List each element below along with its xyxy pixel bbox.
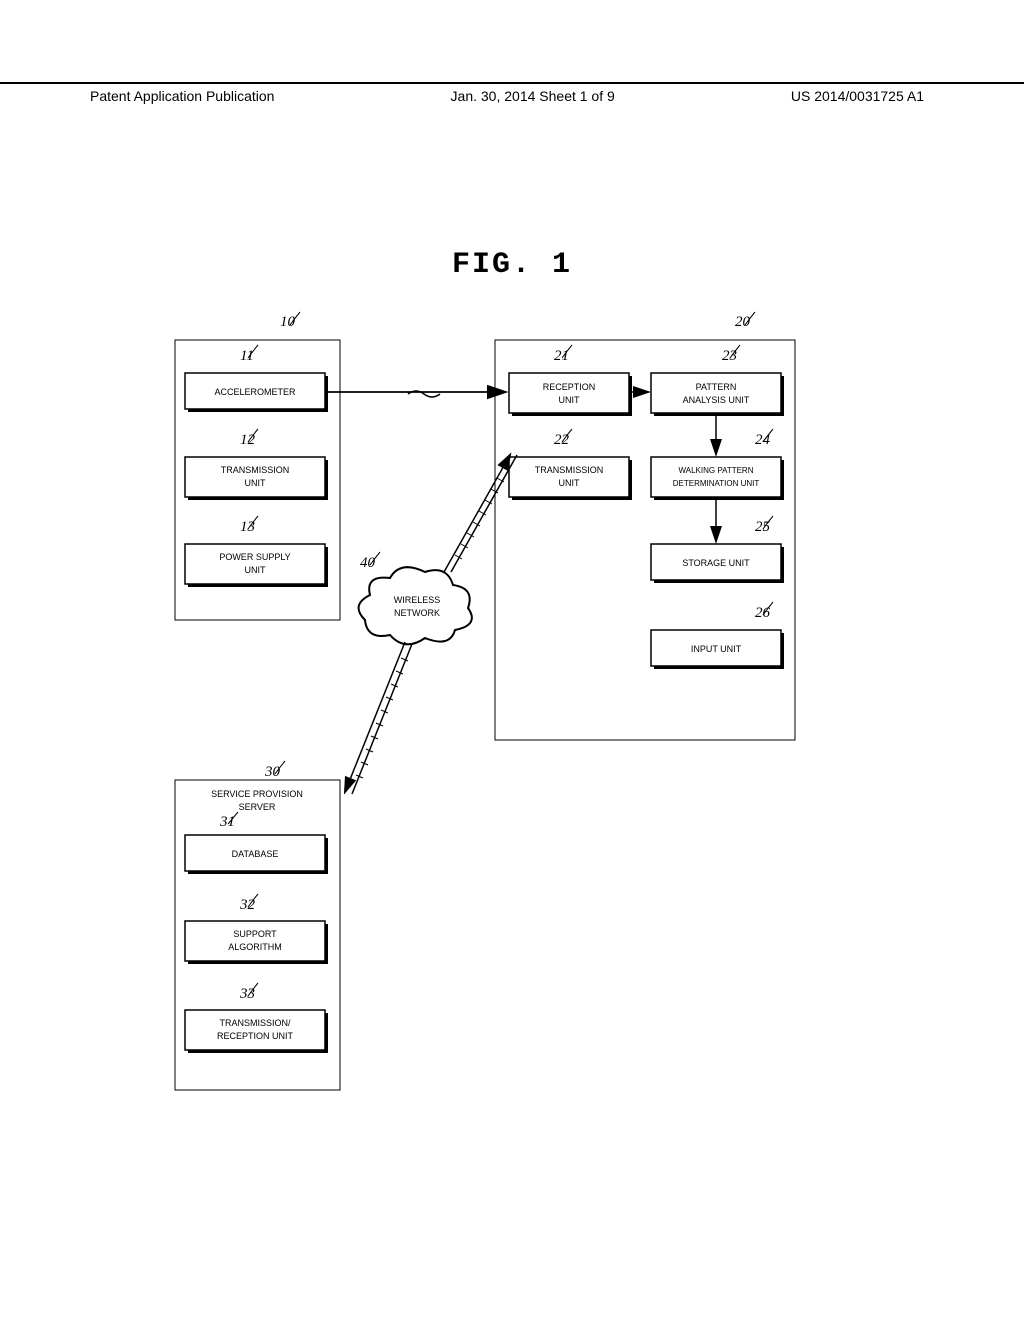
unit-12: TRANSMISSION UNIT 12	[185, 429, 328, 500]
ref-23: 23	[722, 348, 737, 364]
figure-title: FIG. 1	[0, 248, 1024, 282]
link-cloud-30	[345, 642, 412, 794]
unit-32: SUPPORT ALGORITHM 32	[185, 894, 328, 964]
unit-11: ACCELEROMETER 11	[185, 345, 328, 412]
link-cloud-20	[444, 455, 517, 572]
ref-20: 20	[735, 314, 751, 330]
ref-40: 40	[360, 555, 376, 571]
page: Patent Application Publication Jan. 30, …	[0, 0, 1024, 1320]
unit-31: DATABASE 31	[185, 812, 328, 874]
unit-11-label: ACCELEROMETER	[214, 387, 296, 397]
server-title-1: SERVICE PROVISION	[211, 789, 303, 799]
ref-11: 11	[240, 348, 254, 364]
ref-31: 31	[219, 814, 235, 830]
unit-33: TRANSMISSION/ RECEPTION UNIT 33	[185, 983, 328, 1053]
unit-13: POWER SUPPLY UNIT 13	[185, 516, 328, 587]
unit-23-label-2: ANALYSIS UNIT	[683, 395, 750, 405]
page-header: Patent Application Publication Jan. 30, …	[0, 82, 1024, 104]
ref-25: 25	[755, 519, 771, 535]
unit-24: WALKING PATTERN DETERMINATION UNIT 24	[651, 429, 784, 500]
unit-26-label: INPUT UNIT	[691, 644, 742, 654]
cloud-label-2: NETWORK	[394, 608, 440, 618]
unit-31-label: DATABASE	[232, 849, 279, 859]
unit-33-label-2: RECEPTION UNIT	[217, 1031, 294, 1041]
unit-26: INPUT UNIT 26	[651, 602, 784, 669]
ref-21: 21	[554, 348, 569, 364]
unit-33-label-1: TRANSMISSION/	[219, 1018, 291, 1028]
unit-21-label-2: UNIT	[559, 395, 580, 405]
ref-32: 32	[239, 897, 256, 913]
unit-21: RECEPTION UNIT 21	[509, 345, 632, 416]
unit-23: PATTERN ANALYSIS UNIT 23	[651, 345, 784, 416]
unit-25: STORAGE UNIT 25	[651, 516, 784, 583]
ref-33: 33	[239, 986, 255, 1002]
link-11-21	[325, 391, 505, 397]
unit-13-label-2: UNIT	[245, 565, 266, 575]
unit-12-label-1: TRANSMISSION	[221, 465, 290, 475]
ref-24: 24	[755, 432, 771, 448]
ref-30: 30	[264, 764, 281, 780]
unit-23-label-1: PATTERN	[696, 382, 737, 392]
unit-24-label-1: WALKING PATTERN	[679, 466, 754, 475]
unit-32-label-2: ALGORITHM	[228, 942, 282, 952]
ref-10: 10	[280, 314, 296, 330]
unit-25-label: STORAGE UNIT	[682, 558, 750, 568]
ref-26: 26	[755, 605, 771, 621]
ref-22: 22	[554, 432, 570, 448]
system-diagram: 10 ACCELEROMETER 11 TRANSMISSION UNIT 12…	[155, 310, 855, 1130]
unit-13-label-1: POWER SUPPLY	[219, 552, 290, 562]
server-title-2: SERVER	[239, 802, 276, 812]
cloud-label-1: WIRELESS	[394, 595, 441, 605]
unit-21-label-1: RECEPTION	[543, 382, 596, 392]
unit-32-label-1: SUPPORT	[233, 929, 277, 939]
header-left: Patent Application Publication	[0, 88, 364, 104]
unit-12-label-2: UNIT	[245, 478, 266, 488]
unit-22-label-1: TRANSMISSION	[535, 465, 604, 475]
unit-22-label-2: UNIT	[559, 478, 580, 488]
ref-13: 13	[240, 519, 255, 535]
ref-12: 12	[240, 432, 256, 448]
unit-22: TRANSMISSION UNIT 22	[509, 429, 632, 500]
header-right: US 2014/0031725 A1	[701, 88, 1024, 104]
unit-24-label-2: DETERMINATION UNIT	[673, 479, 760, 488]
header-mid: Jan. 30, 2014 Sheet 1 of 9	[451, 88, 615, 104]
